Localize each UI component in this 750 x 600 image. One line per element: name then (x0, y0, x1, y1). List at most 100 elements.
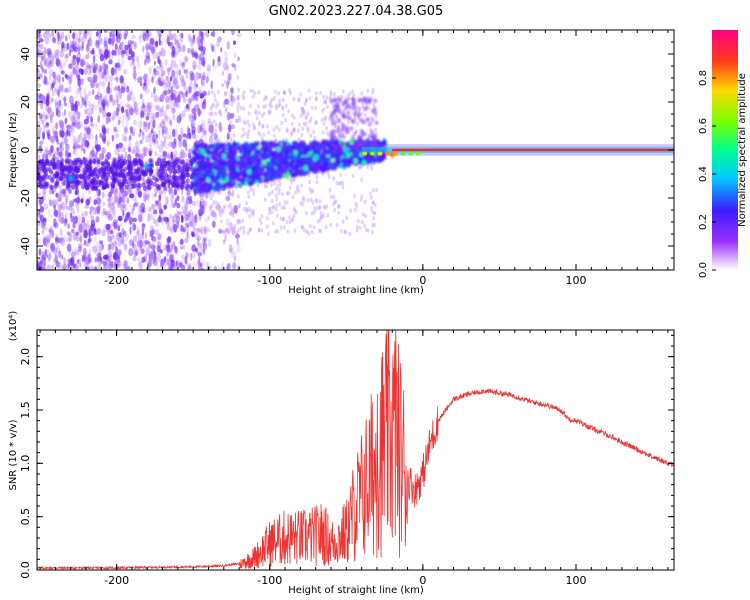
noise-blob (132, 70, 137, 80)
noise-blob (51, 30, 55, 37)
noise-blob (77, 245, 82, 252)
noise-blob (173, 179, 178, 184)
noise-blob (45, 114, 48, 120)
noise-blob (252, 191, 256, 197)
noise-blob (60, 237, 65, 243)
noise-blob (98, 31, 102, 38)
noise-blob (194, 140, 200, 145)
noise-blob (193, 213, 198, 218)
noise-blob (256, 183, 260, 188)
noise-blob (167, 219, 171, 226)
noise-blob (227, 229, 231, 235)
noise-blob (310, 230, 314, 235)
noise-blob (141, 132, 145, 141)
noise-blob (289, 180, 293, 185)
noise-blob (204, 129, 207, 139)
noise-blob (214, 111, 218, 116)
noise-blob (254, 111, 258, 116)
noise-blob (128, 217, 133, 225)
noise-blob (165, 114, 169, 122)
noise-blob (61, 41, 65, 49)
noise-blob (108, 75, 114, 82)
noise-blob (176, 203, 181, 209)
noise-blob (359, 164, 362, 170)
noise-blob (180, 32, 184, 39)
noise-blob (106, 197, 112, 202)
noise-blob (352, 131, 356, 137)
noise-blob (107, 117, 112, 123)
noise-blob (214, 64, 218, 70)
noise-blob (226, 41, 230, 50)
noise-blob (149, 244, 153, 249)
noise-blob (228, 191, 231, 197)
noise-blob (99, 106, 103, 112)
noise-blob (219, 112, 223, 117)
noise-blob (198, 72, 202, 79)
noise-blob (200, 38, 204, 48)
noise-blob (133, 108, 138, 113)
noise-blob (309, 189, 313, 195)
noise-blob (184, 56, 188, 63)
noise-blob (64, 53, 68, 63)
noise-blob (159, 94, 165, 103)
noise-blob (61, 43, 64, 53)
noise-blob (122, 230, 127, 237)
noise-blob (89, 206, 95, 212)
noise-blob (354, 201, 358, 206)
noise-blob (186, 72, 188, 80)
noise-blob (153, 252, 157, 258)
noise-blob (157, 111, 160, 116)
noise-blob (150, 243, 156, 251)
signal-blob (203, 170, 209, 176)
noise-blob (172, 33, 177, 41)
noise-blob (341, 185, 345, 190)
noise-blob (149, 141, 152, 150)
noise-blob (300, 133, 304, 138)
noise-blob (156, 245, 161, 253)
noise-blob (114, 188, 119, 194)
noise-blob (280, 205, 284, 210)
noise-blob (167, 258, 169, 267)
noise-blob (153, 218, 157, 225)
noise-blob (61, 265, 67, 270)
noise-blob (98, 65, 103, 73)
noise-blob (39, 113, 43, 120)
noise-blob (220, 208, 224, 213)
noise-blob (77, 46, 81, 55)
noise-blob (181, 206, 185, 211)
noise-blob (195, 71, 200, 81)
noise-blob (225, 195, 231, 202)
noise-blob (51, 82, 54, 91)
noise-blob (166, 225, 171, 231)
noise-blob (74, 180, 79, 186)
noise-blob (132, 70, 137, 80)
noise-blob (103, 146, 107, 155)
noise-blob (75, 94, 79, 100)
noise-blob (70, 131, 74, 137)
noise-blob (41, 222, 46, 229)
noise-blob (99, 38, 103, 45)
noise-blob (301, 106, 304, 112)
noise-blob (227, 190, 231, 195)
noise-blob (117, 215, 123, 222)
noise-blob (112, 177, 117, 183)
noise-blob (66, 42, 70, 51)
noise-blob (123, 167, 127, 172)
noise-blob (58, 209, 61, 217)
noise-blob (358, 107, 362, 112)
noise-blob (198, 260, 201, 269)
noise-blob (134, 250, 138, 256)
noise-blob (282, 205, 286, 210)
noise-blob (117, 257, 120, 265)
noise-blob (232, 96, 236, 101)
noise-blob (57, 215, 61, 223)
noise-blob (181, 245, 186, 250)
noise-blob (333, 199, 336, 205)
noise-blob (67, 152, 72, 158)
noise-blob (131, 34, 136, 39)
noise-blob (128, 239, 134, 246)
signal-blob (316, 149, 322, 155)
noise-blob (60, 237, 64, 245)
noise-blob (130, 149, 135, 155)
